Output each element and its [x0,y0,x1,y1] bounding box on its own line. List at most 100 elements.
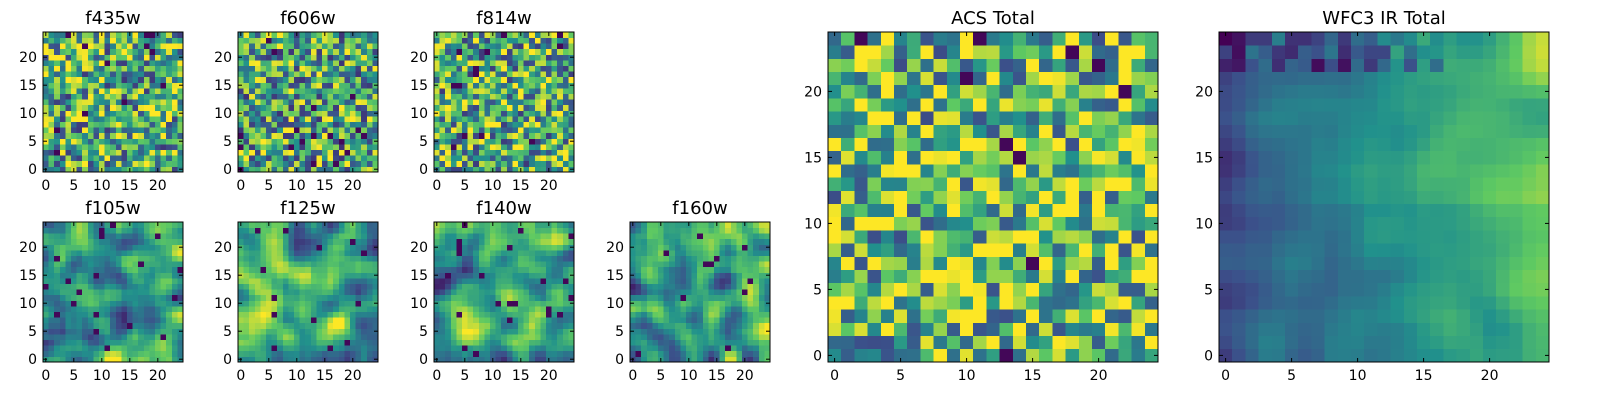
heatmap-cell [143,149,150,156]
heatmap-cell [1026,322,1040,336]
heatmap-cell [327,317,334,324]
heatmap-cell [557,289,564,296]
heatmap-cell [99,60,105,66]
heatmap-cell [501,48,508,55]
heatmap-cell [316,76,323,83]
x-tick-label: 5 [69,368,78,384]
heatmap-cell [445,32,452,38]
heatmap-cell [149,244,156,251]
axes-frame [42,31,184,173]
heatmap-cell [529,48,536,55]
heatmap-cell [299,289,306,296]
heatmap-cell [121,306,128,312]
heatmap-cell [546,65,552,72]
heatmap-cell [65,322,72,329]
heatmap-cell [484,300,491,307]
heatmap-cell [445,222,452,228]
heatmap-cell [714,250,720,256]
heatmap-cell [534,88,541,94]
heatmap-cell [238,233,244,240]
x-tick-label: 5 [264,178,273,194]
heatmap-cell [518,322,524,329]
heatmap-cell [350,322,356,329]
heatmap-cell [65,99,72,106]
heatmap-cell [282,43,289,50]
heatmap-cell [946,190,961,204]
heatmap-cell [490,48,496,55]
heatmap-cell [65,250,72,256]
heatmap-cell [171,311,178,318]
heatmap-cell [138,300,145,307]
heatmap-cell [48,65,55,72]
heatmap-cell [266,322,272,329]
heatmap-cell [506,166,513,173]
heatmap-cell [299,88,306,94]
heatmap-cell [132,322,139,329]
heatmap-cell [736,300,743,307]
heatmap-cell [149,144,156,150]
heatmap-cell [445,328,452,335]
heatmap-cell [439,104,446,111]
heatmap-cell [445,127,452,134]
heatmap-cell [551,71,558,78]
heatmap-cell [557,60,564,66]
heatmap-cell [562,289,569,296]
heatmap-cell [110,350,117,357]
heatmap-cell [288,278,295,284]
heatmap-cell [753,266,760,273]
heatmap-cell [59,132,66,139]
heatmap-cell [87,71,94,78]
heatmap-cell [697,345,704,352]
heatmap-cell [76,54,83,61]
heatmap-cell [484,65,491,72]
heatmap-cell [155,244,161,251]
heatmap-cell [82,244,89,251]
heatmap-cell [266,160,272,167]
heatmap-cell [249,289,256,296]
heatmap-cell [43,37,49,44]
heatmap-cell [127,334,133,340]
heatmap-cell [288,294,295,301]
heatmap-cell [434,283,440,290]
heatmap-cell [551,328,558,335]
heatmap-cell [828,150,842,165]
heatmap-cell [322,238,328,245]
heatmap-cell [1131,243,1146,257]
heatmap-cell [753,350,760,357]
heatmap-cell [155,272,161,279]
y-tick-label: 15 [410,78,428,94]
heatmap-cell [714,283,720,290]
heatmap-cell [249,116,256,122]
heatmap-cell [171,116,178,122]
heatmap-cell [316,227,323,234]
heatmap-cell [121,166,128,173]
heatmap-cell [546,144,552,150]
heatmap-cell [501,294,508,301]
heatmap-cell [132,356,139,363]
heatmap-cell [1065,216,1080,231]
heatmap-cell [76,132,83,139]
heatmap-cell [753,317,760,324]
heatmap-cell [473,255,480,262]
heatmap-cell [76,71,83,78]
heatmap-cell [708,255,715,262]
heatmap-cell [546,311,552,318]
x-tick-label: 5 [460,368,469,384]
heatmap-cell [65,222,72,228]
heatmap-cell [282,283,289,290]
heatmap-cell [946,216,961,231]
heatmap-cell [894,282,908,297]
heatmap-cell [333,350,340,357]
heatmap-cell [76,255,83,262]
heatmap-cell [445,160,452,167]
heatmap-cell [697,356,704,363]
heatmap-cell [758,311,765,318]
y-tick-label: 20 [214,240,232,256]
heatmap-cell [99,82,105,89]
heatmap-cell [1144,269,1159,284]
heatmap-cell [82,48,89,55]
heatmap-cell [456,132,463,139]
heatmap-cell [697,328,704,335]
heatmap-cell [445,317,452,324]
heatmap-cell [121,93,128,100]
